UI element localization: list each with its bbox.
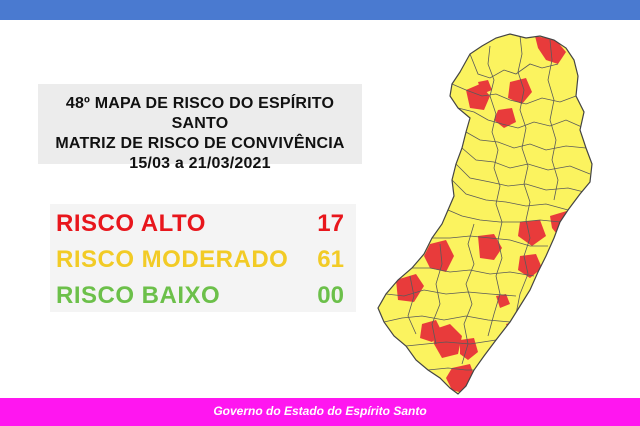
high-risk-area-17	[496, 294, 510, 308]
top-color-bar	[0, 0, 640, 20]
risk-moderate-count: 61	[317, 246, 344, 273]
map-title-box: 48º MAPA DE RISCO DO ESPÍRITO SANTO MATR…	[38, 84, 362, 172]
title-line-2: MATRIZ DE RISCO DE CONVIVÊNCIA	[55, 135, 345, 152]
footer-bar: Governo do Estado do Espírito Santo	[0, 398, 640, 426]
high-risk-area-10	[396, 274, 424, 302]
title-line-1: 48º MAPA DE RISCO DO ESPÍRITO SANTO	[65, 95, 335, 132]
high-risk-area-12	[432, 324, 462, 358]
high-risk-area-9	[518, 254, 542, 278]
risk-high-count: 17	[317, 210, 344, 237]
high-risk-area-8	[478, 234, 502, 260]
risk-high-label: RISCO ALTO	[56, 210, 206, 237]
high-risk-area-6	[518, 220, 546, 246]
risk-row-low: RISCO BAIXO 00	[50, 278, 356, 312]
moderate-risk-fill	[378, 34, 592, 394]
risk-row-high: RISCO ALTO 17	[50, 206, 356, 240]
risk-low-count: 00	[317, 282, 344, 309]
high-risk-area-2	[508, 78, 532, 104]
title-line-3: 15/03 a 21/03/2021	[129, 155, 271, 172]
risk-moderate-label: RISCO MODERADO	[56, 246, 289, 273]
state-outline	[377, 33, 593, 395]
municipality-borders	[383, 35, 591, 371]
high-risk-area-16	[478, 80, 492, 94]
footer-text: Governo do Estado do Espírito Santo	[213, 404, 427, 418]
risk-low-label: RISCO BAIXO	[56, 282, 221, 309]
risk-map-svg	[377, 33, 593, 395]
high-risk-area-7	[424, 240, 454, 272]
risk-row-moderate: RISCO MODERADO 61	[50, 242, 356, 276]
risk-legend: RISCO ALTO 17 RISCO MODERADO 61 RISCO BA…	[50, 204, 356, 312]
espirito-santo-map	[370, 24, 640, 396]
